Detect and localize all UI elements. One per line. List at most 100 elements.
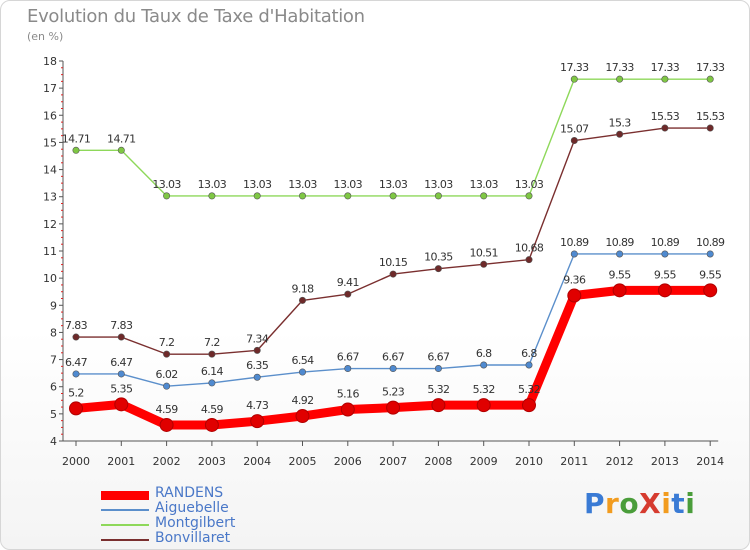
y-tick-label: 18	[43, 55, 57, 68]
series-points	[69, 75, 718, 432]
data-point-montgilbert	[72, 146, 80, 154]
data-label-montgilbert: 13.03	[469, 178, 498, 191]
data-point-montgilbert	[570, 75, 578, 83]
data-point-randens	[204, 417, 219, 432]
data-label-aiguebelle: 6.14	[201, 365, 224, 378]
data-point-montgilbert	[661, 75, 669, 83]
data-point-randens	[612, 283, 627, 298]
data-label-randens: 9.55	[654, 268, 677, 281]
x-tick-label: 2011	[560, 455, 588, 468]
data-point-randens	[159, 417, 174, 432]
data-point-bonvillaret	[344, 290, 352, 298]
data-label-montgilbert: 13.03	[243, 178, 272, 191]
y-tick-label: 5	[50, 408, 57, 421]
data-label-randens: 5.32	[427, 383, 449, 396]
data-point-montgilbert	[389, 192, 397, 200]
y-tick-label: 10	[43, 272, 57, 285]
data-label-montgilbert: 13.03	[198, 178, 227, 191]
y-tick-label: 4	[50, 435, 57, 448]
y-tick-label: 12	[43, 218, 57, 231]
data-point-bonvillaret	[72, 333, 80, 341]
data-point-bonvillaret	[570, 137, 578, 145]
x-tick-label: 2005	[289, 455, 317, 468]
x-tick-label: 2012	[606, 455, 634, 468]
data-point-bonvillaret	[480, 260, 488, 268]
data-point-montgilbert	[117, 146, 125, 154]
data-point-montgilbert	[208, 192, 216, 200]
data-label-randens: 9.36	[563, 274, 586, 287]
legend-item-bonvillaret: Bonvillaret	[101, 530, 321, 547]
data-point-aiguebelle	[72, 370, 80, 378]
x-tick-label: 2008	[424, 455, 452, 468]
data-point-aiguebelle	[253, 373, 261, 381]
data-label-bonvillaret: 10.68	[515, 242, 544, 255]
data-label-aiguebelle: 10.89	[696, 236, 725, 249]
data-point-randens	[340, 402, 355, 417]
data-label-montgilbert: 17.33	[560, 61, 589, 74]
data-point-montgilbert	[163, 192, 171, 200]
x-tick-label: 2006	[334, 455, 362, 468]
data-label-aiguebelle: 6.8	[521, 347, 537, 360]
legend-swatch-aiguebelle	[101, 509, 149, 511]
data-point-aiguebelle	[616, 250, 624, 258]
data-point-bonvillaret	[208, 350, 216, 358]
y-tick-label: 8	[50, 326, 57, 339]
data-label-randens: 4.92	[291, 394, 313, 407]
data-point-bonvillaret	[117, 333, 125, 341]
data-label-montgilbert: 17.33	[651, 61, 680, 74]
data-label-bonvillaret: 9.18	[291, 282, 314, 295]
data-label-montgilbert: 14.71	[62, 132, 91, 145]
data-point-aiguebelle	[208, 379, 216, 387]
data-point-montgilbert	[344, 192, 352, 200]
data-label-bonvillaret: 7.2	[159, 336, 175, 349]
legend-swatch-randens	[101, 491, 149, 500]
data-point-montgilbert	[525, 192, 533, 200]
data-point-montgilbert	[480, 192, 488, 200]
data-label-randens: 5.32	[473, 383, 495, 396]
data-point-aiguebelle	[525, 361, 533, 369]
data-label-bonvillaret: 7.34	[246, 332, 269, 345]
x-tick-label: 2001	[107, 455, 135, 468]
y-tick-label: 17	[43, 82, 57, 95]
data-point-randens	[250, 414, 265, 429]
y-tick-label: 9	[50, 299, 57, 312]
data-label-bonvillaret: 10.15	[379, 256, 408, 269]
data-label-bonvillaret: 15.53	[696, 110, 725, 123]
y-tick-label: 11	[43, 245, 57, 258]
data-point-bonvillaret	[616, 130, 624, 138]
data-point-randens	[295, 409, 310, 424]
x-tick-label: 2009	[470, 455, 498, 468]
legend-label-aiguebelle: Aiguebelle	[155, 500, 229, 516]
data-point-randens	[431, 398, 446, 413]
data-point-aiguebelle	[298, 368, 306, 376]
x-tick-label: 2007	[379, 455, 407, 468]
data-label-aiguebelle: 6.47	[110, 356, 133, 369]
data-label-montgilbert: 13.03	[334, 178, 363, 191]
data-label-montgilbert: 17.33	[605, 61, 634, 74]
data-point-randens	[703, 283, 718, 298]
data-point-aiguebelle	[434, 365, 442, 373]
data-point-bonvillaret	[706, 124, 714, 132]
data-label-montgilbert: 14.71	[107, 132, 136, 145]
data-label-randens: 4.59	[201, 403, 224, 416]
x-tick-label: 2000	[62, 455, 90, 468]
data-label-randens: 5.2	[68, 386, 84, 399]
data-point-bonvillaret	[661, 124, 669, 132]
data-point-bonvillaret	[434, 265, 442, 273]
data-label-randens: 5.23	[382, 386, 405, 399]
data-labels: 14.71 14.71 13.03 13.03 13.03 13.03 13.03 13.03…	[62, 61, 726, 416]
data-point-aiguebelle	[480, 361, 488, 369]
data-label-aiguebelle: 6.67	[337, 351, 360, 364]
legend-label-randens: RANDENS	[155, 485, 224, 501]
data-label-montgilbert: 13.03	[424, 178, 453, 191]
data-point-aiguebelle	[163, 382, 171, 390]
data-label-aiguebelle: 6.54	[291, 354, 314, 367]
data-point-bonvillaret	[163, 350, 171, 358]
legend-label-montgilbert: Montgilbert	[155, 515, 236, 531]
data-point-randens	[522, 398, 536, 413]
x-tick-label: 2004	[243, 455, 271, 468]
data-point-bonvillaret	[525, 256, 533, 264]
legend-item-randens: RANDENS	[101, 485, 321, 502]
data-point-aiguebelle	[389, 365, 397, 373]
x-tick-label: 2003	[198, 455, 226, 468]
